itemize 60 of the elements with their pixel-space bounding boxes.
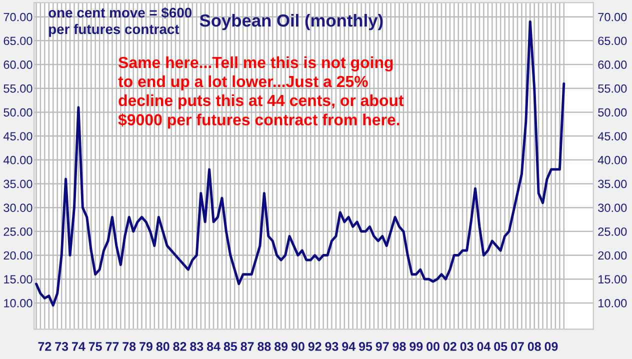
x-tick-label: 02 — [443, 342, 456, 351]
y-tick-label: 55.00 — [4, 84, 32, 93]
x-tick-label: 85 — [224, 342, 238, 351]
x-tick-label: 79 — [140, 342, 152, 351]
x-tick-label: 00 — [426, 342, 440, 351]
y-tick-label: 20.00 — [4, 251, 32, 260]
text: Soybean Oil (monthly) — [200, 14, 383, 30]
x-tick-label: 80 — [156, 342, 170, 351]
y-tick-label: 35.00 — [4, 180, 32, 188]
y-tick-label: 65.00 — [4, 36, 32, 46]
annotation: Same here...Tell me this is not going to end up a lot lower...Just a 25% decline puts this at 44 cents, or about $9000 per futures contract from here. — [118, 56, 404, 129]
y-tick-label: 60.00 — [4, 60, 32, 69]
y-tick-label: 45.00 — [3, 132, 32, 140]
y2-tick-label: 25.00 — [598, 227, 627, 236]
x-tick-label: 87 — [240, 342, 254, 351]
y-tick-label: 25.00 — [4, 227, 32, 236]
y-tick-label: 30.00 — [4, 204, 32, 212]
x-tick-label: 99 — [410, 342, 423, 351]
x-tick-label: 72 — [38, 342, 52, 351]
y2-tick-label: 35.00 — [598, 180, 627, 188]
x-tick-label: 92 — [308, 342, 322, 351]
y2-tick-label: 40.00 — [598, 156, 627, 164]
y2-tick-label: 65.00 — [598, 36, 627, 46]
y-tick-label: 15.00 — [4, 275, 32, 284]
y-tick-label: 50.00 — [4, 108, 32, 117]
x-tick-label: 98 — [392, 342, 406, 351]
y2-tick-label: 50.00 — [598, 108, 627, 117]
x-tick-label: 75 — [88, 342, 102, 351]
annotation: one cent move = $600 per futures contract — [48, 7, 192, 37]
x-tick-label: 90 — [291, 342, 304, 351]
x-tick-label: 05 — [494, 342, 508, 351]
y2-tick-label: 55.00 — [598, 84, 627, 93]
x-tick-label: 09 — [544, 342, 558, 351]
y2-tick-label: 20.00 — [598, 251, 627, 260]
y2-tick-label: 70.00 — [598, 12, 627, 22]
y2-tick-label: 30.00 — [598, 204, 627, 212]
x-tick-label: 78 — [122, 342, 136, 351]
y2-tick-label: 10.00 — [598, 299, 627, 308]
y-tick-label: 10.00 — [4, 299, 32, 308]
y2-tick-label: 45.00 — [598, 132, 627, 140]
x-tick-label: 82 — [173, 342, 186, 351]
x-tick-label: 97 — [376, 342, 389, 351]
y-tick-label: 40.00 — [3, 156, 32, 164]
x-tick-label: 07 — [511, 342, 524, 351]
x-tick-label: 83 — [190, 342, 204, 351]
y2-tick-label: 60.00 — [598, 60, 627, 69]
x-tick-label: 94 — [342, 342, 356, 351]
y2-tick-label: 15.00 — [598, 275, 627, 284]
x-tick-label: 03 — [460, 342, 474, 351]
x-tick-label: 93 — [325, 342, 338, 351]
x-tick-label: 08 — [528, 342, 541, 351]
x-tick-label: 04 — [477, 342, 491, 351]
y-tick-label: 70.00 — [4, 12, 32, 22]
x-tick-label: 95 — [358, 342, 372, 351]
x-tick-label: 74 — [72, 342, 86, 351]
x-tick-label: 84 — [206, 342, 220, 351]
x-tick-label: 88 — [258, 342, 271, 351]
x-tick-label: 73 — [55, 342, 68, 351]
x-tick-label: 77 — [106, 342, 119, 351]
x-tick-label: 89 — [274, 342, 288, 351]
